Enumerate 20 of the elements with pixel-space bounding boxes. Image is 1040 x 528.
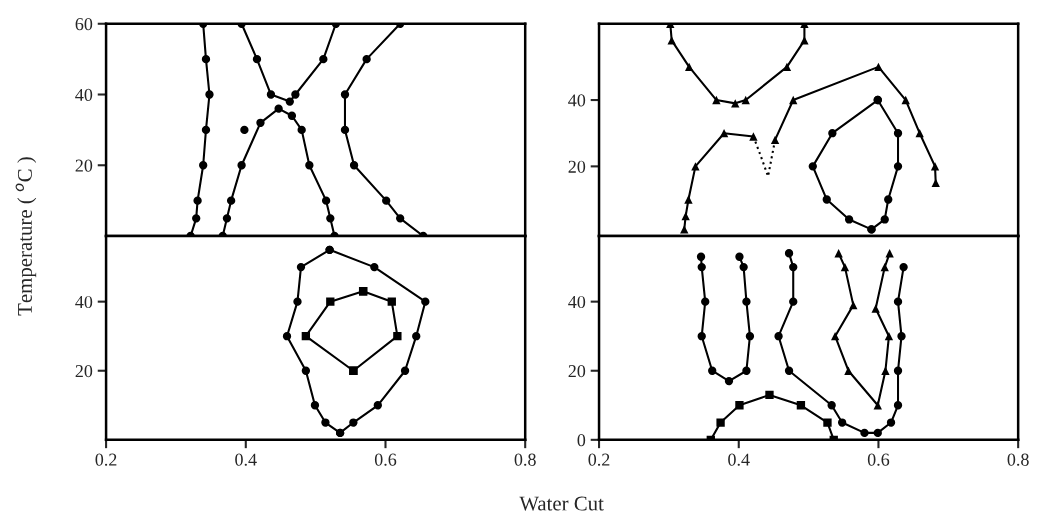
y-axis-title: Temperature ( $^{o}$C ) <box>15 157 37 316</box>
y-tick-label: 40 <box>75 88 93 101</box>
x-tick-label: 0.8 <box>1007 453 1029 466</box>
x-tick-label: 0.4 <box>728 453 750 466</box>
y-tick-label: 20 <box>75 159 93 172</box>
y-tick-label: 40 <box>75 295 93 309</box>
y-tick-label: 60 <box>75 18 93 31</box>
x-tick-label: 0.4 <box>235 453 257 466</box>
x-tick-label: 0.8 <box>514 453 536 466</box>
x-tick-label: 0.6 <box>867 453 890 466</box>
x-tick-label: 0.2 <box>588 453 610 466</box>
y-tick-label: 40 <box>568 295 586 309</box>
y-tick-label: 0 <box>577 434 586 447</box>
y-tick-label: 20 <box>568 364 586 378</box>
y-tick-label: 20 <box>568 160 586 173</box>
y-tick-label: 40 <box>568 94 586 107</box>
x-tick-label: 0.6 <box>374 453 397 466</box>
x-tick-label: 0.2 <box>95 453 117 466</box>
y-tick-label: 20 <box>75 364 93 378</box>
x-axis-title: Water Cut <box>519 496 604 511</box>
